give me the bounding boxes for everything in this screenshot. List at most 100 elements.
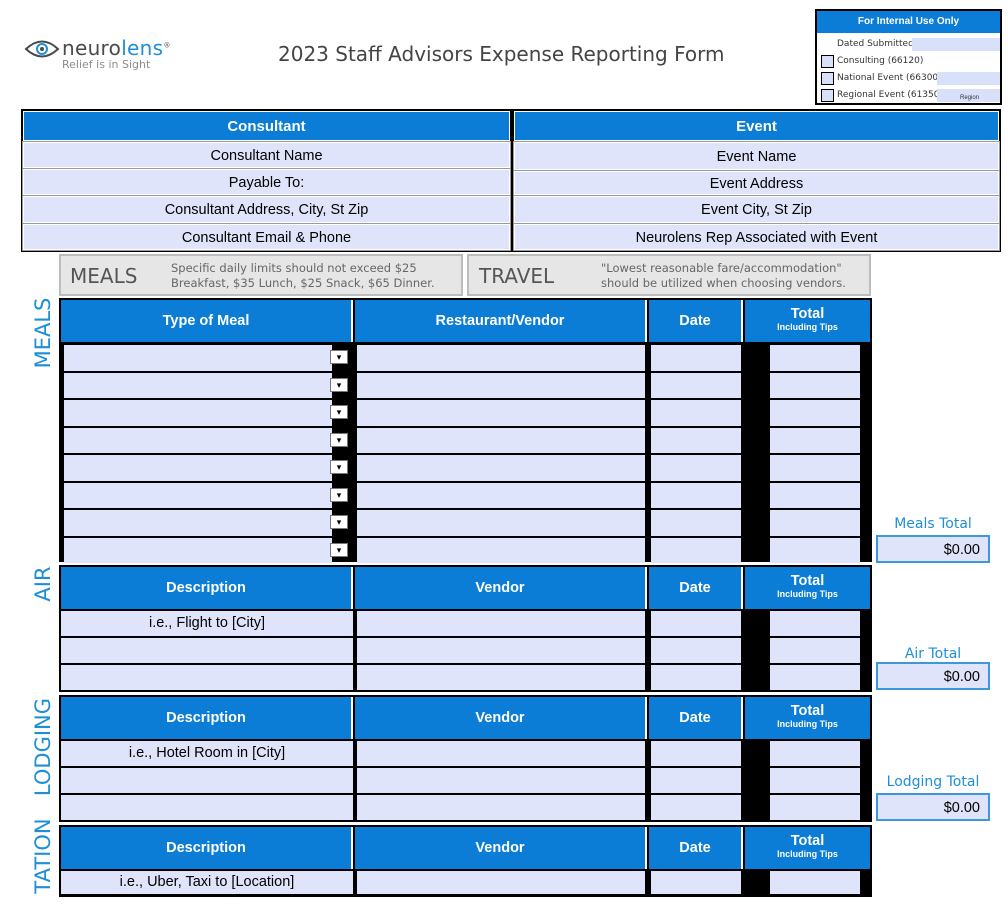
internal-use-title: For Internal Use Only [817, 11, 1000, 33]
meal-date-cell[interactable] [651, 400, 741, 426]
transport-col-total: Total Including Tips [745, 827, 870, 869]
lodging-total-cell[interactable] [770, 741, 860, 766]
meal-date-cell[interactable] [651, 427, 741, 453]
air-col-date: Date [649, 567, 743, 609]
air-col-description: Description [61, 567, 353, 609]
dropdown-arrow-icon[interactable]: ▾ [330, 487, 348, 502]
meal-description-cell[interactable] [64, 372, 332, 398]
meal-total-cell[interactable] [770, 510, 860, 536]
consulting-checkbox[interactable] [821, 55, 834, 68]
lodging-total-cell[interactable] [770, 795, 860, 820]
meal-vendor-cell[interactable] [357, 372, 645, 398]
dated-submitted-field[interactable] [912, 38, 1000, 51]
air-vendor-cell[interactable] [357, 665, 645, 690]
brand-tagline: Relief is in Sight [62, 58, 151, 71]
air-total-cell[interactable] [770, 611, 860, 636]
meal-total-cell[interactable] [770, 400, 860, 426]
air-date-cell[interactable] [651, 611, 741, 636]
event-city-field[interactable]: Event City, St Zip [513, 195, 1000, 224]
consultant-contact-field[interactable]: Consultant Email & Phone [22, 223, 511, 251]
region-field[interactable] [937, 89, 1000, 102]
lodging-date-cell[interactable] [651, 795, 741, 820]
travel-note-title: TRAVEL [479, 264, 555, 288]
national-event-checkbox[interactable] [821, 72, 834, 85]
dropdown-arrow-icon[interactable]: ▾ [330, 377, 348, 392]
meal-date-cell[interactable] [651, 482, 741, 508]
transport-total-cell[interactable] [770, 871, 860, 894]
meal-total-cell[interactable] [770, 455, 860, 481]
meal-date-cell[interactable] [651, 537, 741, 563]
meal-total-cell[interactable] [770, 482, 860, 508]
air-description-cell[interactable] [61, 665, 353, 690]
dropdown-arrow-icon[interactable]: ▾ [330, 432, 348, 447]
meal-description-cell[interactable] [64, 482, 332, 508]
air-total-label: Air Total [904, 646, 962, 662]
air-total-value: $0.00 [876, 662, 990, 690]
dropdown-arrow-icon[interactable]: ▾ [330, 515, 348, 529]
meal-total-cell[interactable] [770, 427, 860, 453]
lodging-vendor-cell[interactable] [357, 741, 645, 766]
meal-total-cell[interactable] [770, 345, 860, 371]
meal-description-cell[interactable] [64, 510, 332, 536]
lodging-col-description: Description [61, 697, 353, 739]
meal-description-cell[interactable] [64, 455, 332, 481]
national-event-field[interactable] [937, 72, 1000, 85]
transport-date-cell[interactable] [651, 871, 741, 894]
air-date-cell[interactable] [651, 638, 741, 663]
meal-description-cell[interactable] [64, 427, 332, 453]
dropdown-arrow-icon[interactable]: ▾ [330, 350, 348, 364]
dropdown-arrow-icon[interactable]: ▾ [330, 542, 348, 557]
lodging-total-label: Lodging Total [886, 774, 980, 790]
consultant-name-field[interactable]: Consultant Name [22, 141, 511, 169]
meal-total-cell[interactable] [770, 372, 860, 398]
event-name-field[interactable]: Event Name [513, 141, 1000, 171]
meal-vendor-cell[interactable] [357, 427, 645, 453]
dropdown-arrow-icon[interactable]: ▾ [330, 405, 348, 419]
transport-col-description: Description [61, 827, 353, 869]
meal-date-cell[interactable] [651, 372, 741, 398]
lodging-description-cell[interactable]: i.e., Hotel Room in [City] [61, 741, 353, 766]
lodging-total-cell[interactable] [770, 768, 860, 793]
payable-to-field[interactable]: Payable To: [22, 168, 511, 196]
meal-date-cell[interactable] [651, 345, 741, 371]
lodging-vendor-cell[interactable] [357, 768, 645, 793]
meal-vendor-cell[interactable] [357, 455, 645, 481]
air-col-total: Total Including Tips [745, 567, 870, 609]
air-date-cell[interactable] [651, 665, 741, 690]
air-vendor-cell[interactable] [357, 638, 645, 663]
transport-description-cell[interactable]: i.e., Uber, Taxi to [Location] [61, 871, 353, 894]
meal-total-cell[interactable] [770, 537, 860, 563]
lodging-date-cell[interactable] [651, 741, 741, 766]
lodging-description-cell[interactable] [61, 768, 353, 793]
air-description-cell[interactable] [61, 638, 353, 663]
meal-vendor-cell[interactable] [357, 345, 645, 371]
transport-vendor-cell[interactable] [357, 871, 645, 894]
consultant-address-field[interactable]: Consultant Address, City, St Zip [22, 195, 511, 224]
lodging-vendor-cell[interactable] [357, 795, 645, 820]
meal-vendor-cell[interactable] [357, 537, 645, 563]
meal-vendor-cell[interactable] [357, 510, 645, 536]
meal-vendor-cell[interactable] [357, 482, 645, 508]
lodging-description-cell[interactable] [61, 795, 353, 820]
region-label: Region [960, 95, 980, 101]
event-rep-field[interactable]: Neurolens Rep Associated with Event [513, 223, 1000, 251]
meal-description-cell[interactable] [64, 400, 332, 426]
lodging-section-label: LODGING [31, 697, 55, 797]
meal-date-cell[interactable] [651, 510, 741, 536]
meal-date-cell[interactable] [651, 455, 741, 481]
event-header: Event [513, 110, 1000, 142]
air-description-cell[interactable]: i.e., Flight to [City] [61, 611, 353, 636]
event-address-field[interactable]: Event Address [513, 170, 1000, 196]
lodging-col-total: Total Including Tips [745, 697, 870, 739]
meal-vendor-cell[interactable] [357, 400, 645, 426]
air-total-cell[interactable] [770, 665, 860, 690]
air-vendor-cell[interactable] [357, 611, 645, 636]
regional-event-checkbox[interactable] [821, 89, 834, 102]
dropdown-arrow-icon[interactable]: ▾ [330, 460, 348, 474]
meal-description-cell[interactable] [64, 537, 332, 563]
lodging-date-cell[interactable] [651, 768, 741, 793]
air-total-cell[interactable] [770, 638, 860, 663]
travel-note-text-1: "Lowest reasonable fare/accommodation" [601, 261, 842, 275]
meal-description-cell[interactable] [64, 345, 332, 371]
travel-note: TRAVEL "Lowest reasonable fare/accommoda… [467, 254, 871, 296]
